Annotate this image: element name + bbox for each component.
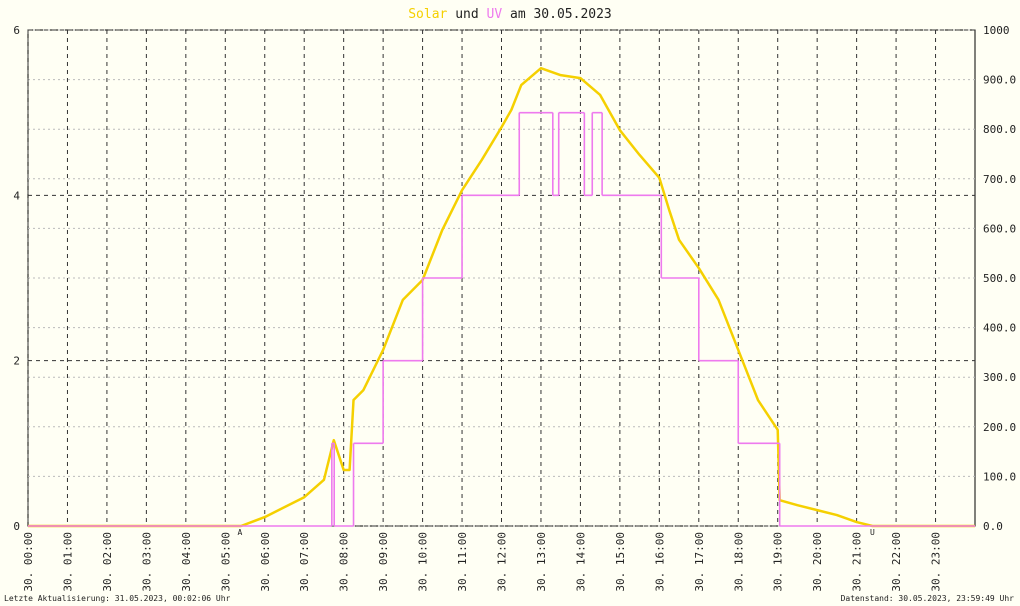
title-suffix: am 30.05.2023	[510, 7, 612, 22]
x-tick-label: 30. 22:00	[890, 532, 903, 592]
sun-marker: U	[870, 528, 875, 537]
x-tick-label: 30. 02:00	[101, 532, 114, 592]
sun-marker: A	[237, 528, 242, 537]
solar-line	[28, 66, 975, 528]
y-tick-label: 2	[13, 355, 20, 368]
y2-tick-label: 700.0	[983, 173, 1016, 186]
x-tick-label: 30. 03:00	[140, 532, 153, 592]
chart-title: Solar und UV am 30.05.2023	[408, 7, 612, 22]
footer-right: Datenstand: 30.05.2023, 23:59:49 Uhr	[841, 594, 1015, 603]
y2-tick-label: 900.0	[983, 74, 1016, 87]
y2-tick-label: 400.0	[983, 322, 1016, 335]
y2-tick-label: 0.0	[983, 520, 1003, 533]
y2-tick-label: 600.0	[983, 222, 1016, 235]
y-tick-label: 0	[13, 520, 20, 533]
x-tick-label: 30. 16:00	[653, 532, 666, 592]
x-tick-label: 30. 13:00	[535, 532, 548, 592]
y2-tick-label: 800.0	[983, 123, 1016, 136]
x-tick-label: 30. 23:00	[930, 532, 943, 592]
x-tick-label: 30. 18:00	[732, 532, 745, 592]
x-tick-label: 30. 04:00	[180, 532, 193, 592]
x-tick-label: 30. 19:00	[772, 532, 785, 592]
y2-tick-label: 1000	[983, 24, 1010, 37]
y-tick-label: 4	[13, 189, 20, 202]
x-tick-label: 30. 07:00	[298, 532, 311, 592]
x-tick-label: 30. 10:00	[417, 532, 430, 592]
x-tick-label: 30. 15:00	[614, 532, 627, 592]
x-tick-label: 30. 14:00	[574, 532, 587, 592]
x-tick-label: 30. 00:00	[22, 532, 35, 592]
y2-tick-label: 500.0	[983, 272, 1016, 285]
y2-tick-label: 300.0	[983, 371, 1016, 384]
title-joiner: und	[455, 7, 478, 22]
x-tick-label: 30. 09:00	[377, 532, 390, 592]
x-tick-label: 30. 21:00	[851, 532, 864, 592]
legend-uv: UV	[487, 7, 503, 22]
x-tick-label: 30. 05:00	[219, 532, 232, 592]
y-tick-label: 6	[13, 24, 20, 37]
legend-solar: Solar	[408, 7, 447, 22]
x-tick-label: 30. 11:00	[456, 532, 469, 592]
x-tick-label: 30. 12:00	[496, 532, 509, 592]
y2-tick-label: 100.0	[983, 470, 1016, 483]
x-tick-label: 30. 01:00	[61, 532, 74, 592]
x-tick-label: 30. 17:00	[693, 532, 706, 592]
x-tick-label: 30. 20:00	[811, 532, 824, 592]
x-tick-label: 30. 06:00	[259, 532, 272, 592]
x-tick-label: 30. 08:00	[338, 532, 351, 592]
footer-left: Letzte Aktualisierung: 31.05.2023, 00:02…	[4, 594, 231, 603]
y2-tick-label: 200.0	[983, 421, 1016, 434]
